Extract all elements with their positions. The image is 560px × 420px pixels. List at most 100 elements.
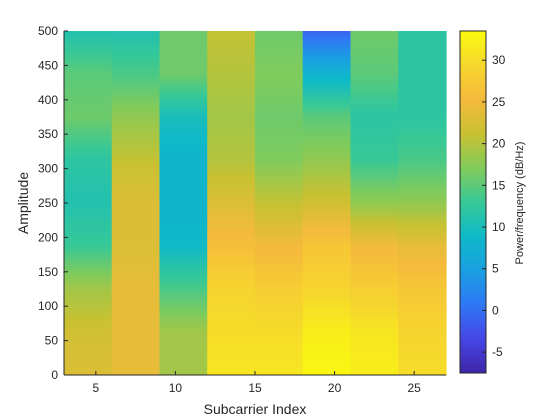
heatmap-cell	[398, 183, 447, 186]
heatmap-cell	[350, 67, 399, 70]
heatmap-cell	[159, 89, 208, 92]
heatmap-cell	[207, 309, 256, 312]
heatmap-cell	[255, 259, 304, 262]
heatmap-cell	[64, 191, 113, 194]
heatmap-cell	[255, 315, 304, 318]
heatmap-cell	[159, 125, 208, 128]
heatmap-cell	[159, 267, 208, 270]
heatmap-cell	[207, 269, 256, 272]
colorbar-tick-label: 5	[492, 262, 499, 276]
heatmap-cell	[159, 81, 208, 84]
heatmap-cell	[111, 181, 161, 184]
heatmap-cell	[207, 191, 256, 194]
heatmap-cell	[398, 167, 447, 170]
heatmap-cell	[207, 41, 256, 44]
heatmap-cell	[255, 247, 304, 250]
heatmap-cell	[302, 313, 352, 316]
heatmap-cell	[207, 203, 256, 206]
heatmap-cell	[398, 217, 447, 220]
heatmap-cell	[255, 261, 304, 264]
heatmap-cell	[111, 285, 161, 288]
heatmap-cell	[302, 323, 352, 326]
heatmap-cell	[302, 279, 352, 282]
heatmap-cell	[350, 371, 399, 374]
heatmap-cell	[159, 255, 208, 258]
heatmap-cell	[207, 335, 256, 338]
heatmap-cell	[207, 193, 256, 196]
colorbar-ticks: -5 0 5 10 15 20 25 30	[482, 53, 506, 359]
heatmap-cell	[64, 301, 113, 304]
heatmap-cell	[159, 273, 208, 276]
heatmap-cell	[159, 339, 208, 342]
heatmap-cell	[398, 83, 447, 86]
heatmap-cell	[255, 291, 304, 294]
heatmap-cell	[111, 289, 161, 292]
heatmap-cell	[111, 133, 161, 136]
heatmap-cell	[111, 347, 161, 350]
heatmap-cell	[64, 343, 113, 346]
heatmap-cell	[398, 49, 447, 52]
heatmap-cell	[255, 339, 304, 342]
heatmap-cell	[64, 231, 113, 234]
heatmap-cell	[350, 153, 399, 156]
heatmap-cell	[255, 257, 304, 260]
heatmap-cell	[207, 367, 256, 370]
heatmap-cell	[398, 255, 447, 258]
heatmap-cell	[255, 109, 304, 112]
heatmap-cell	[111, 255, 161, 258]
heatmap-cell	[255, 333, 304, 336]
heatmap-cell	[255, 117, 304, 120]
heatmap-cell	[398, 191, 447, 194]
heatmap-cell	[159, 367, 208, 370]
heatmap-cell	[398, 131, 447, 134]
heatmap-cell	[350, 207, 399, 210]
heatmap-cell	[111, 63, 161, 66]
heatmap-cell	[207, 77, 256, 80]
heatmap-cell	[207, 147, 256, 150]
heatmap-cell	[64, 287, 113, 290]
heatmap-cell	[350, 335, 399, 338]
heatmap-cell	[398, 117, 447, 120]
heatmap-cell	[64, 313, 113, 316]
heatmap-cell	[64, 141, 113, 144]
heatmap-cell	[64, 165, 113, 168]
heatmap-cell	[64, 39, 113, 42]
heatmap-cell	[350, 263, 399, 266]
heatmap-cell	[350, 77, 399, 80]
heatmap-cell	[207, 229, 256, 232]
heatmap-cell	[398, 247, 447, 250]
heatmap-cell	[255, 367, 304, 370]
heatmap-cell	[159, 217, 208, 220]
heatmap-cell	[302, 123, 352, 126]
heatmap-cell	[64, 361, 113, 364]
heatmap-cell	[64, 327, 113, 330]
heatmap-cell	[207, 221, 256, 224]
heatmap-cell	[302, 207, 352, 210]
heatmap-cell	[159, 133, 208, 136]
heatmap-cell	[398, 229, 447, 232]
heatmap-cell	[207, 139, 256, 142]
heatmap-cell	[398, 317, 447, 320]
heatmap-cell	[111, 331, 161, 334]
heatmap-cell	[159, 31, 208, 34]
heatmap-cell	[207, 171, 256, 174]
heatmap-cell	[302, 157, 352, 160]
heatmap-cell	[302, 269, 352, 272]
heatmap-cell	[64, 325, 113, 328]
heatmap-cell	[64, 61, 113, 64]
heatmap-cell	[111, 173, 161, 176]
heatmap-cell	[255, 75, 304, 78]
heatmap-cell	[207, 237, 256, 240]
heatmap-cell	[111, 57, 161, 60]
heatmap-cell	[398, 123, 447, 126]
heatmap-cell	[302, 193, 352, 196]
heatmap-cell	[398, 91, 447, 94]
heatmap-cell	[302, 69, 352, 72]
heatmap-cell	[159, 259, 208, 262]
heatmap-cell	[255, 131, 304, 134]
heatmap-cell	[64, 71, 113, 74]
heatmap-cell	[111, 301, 161, 304]
heatmap-cell	[111, 193, 161, 196]
heatmap-cell	[302, 211, 352, 214]
heatmap-cell	[64, 197, 113, 200]
